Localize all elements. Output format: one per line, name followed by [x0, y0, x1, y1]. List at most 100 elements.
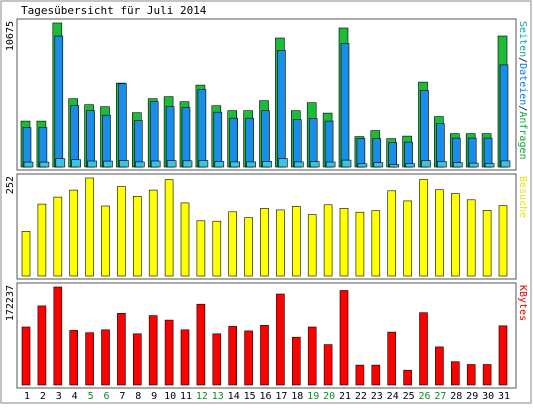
bar-seiten-day-10 [166, 160, 177, 168]
bar-besuche-day-30 [482, 210, 492, 277]
bar-besuche-day-21 [339, 208, 349, 277]
x-tick-label: 30 [482, 391, 494, 402]
bar-kbytes-day-22 [355, 364, 365, 386]
bar-besuche-day-1 [21, 231, 31, 277]
bar-besuche-day-14 [228, 211, 237, 277]
x-tick-label: 15 [244, 391, 256, 402]
bar-seiten-day-1 [23, 161, 34, 168]
bar-seiten-day-17 [278, 158, 288, 168]
bar-besuche-day-5 [85, 177, 94, 277]
bar-dateien-day-21 [340, 43, 350, 168]
y-max-label: 10675 [5, 21, 16, 51]
panel-legend: Besuche [517, 176, 528, 218]
x-tick-label: 23 [371, 391, 383, 402]
bar-besuche-day-19 [307, 214, 317, 277]
bar-dateien-day-8 [134, 120, 143, 168]
bar-seiten-day-6 [103, 160, 113, 168]
x-tick-label: 19 [307, 391, 319, 402]
x-tick-label: 21 [339, 391, 351, 402]
x-tick-label: 18 [291, 391, 303, 402]
panel-legend: Seiten/Dateien/Anfragen [517, 21, 528, 160]
bar-kbytes-day-27 [435, 346, 444, 386]
bar-besuche-day-13 [212, 220, 222, 277]
bar-kbytes-day-6 [101, 329, 110, 386]
bar-besuche-day-4 [69, 189, 78, 277]
x-tick-label: 25 [403, 391, 415, 402]
bar-seiten-day-11 [182, 160, 193, 168]
bar-kbytes-day-4 [69, 330, 78, 386]
bar-kbytes-day-1 [21, 326, 31, 386]
bar-kbytes-day-28 [450, 361, 460, 386]
bar-dateien-day-13 [213, 111, 223, 168]
bar-seiten-day-3 [55, 158, 66, 168]
bar-seiten-day-13 [214, 161, 225, 168]
bar-besuche-day-28 [450, 193, 460, 277]
bar-dateien-day-18 [292, 119, 302, 168]
bar-dateien-day-4 [70, 105, 79, 168]
bar-seiten-day-24 [389, 164, 400, 168]
panels-group: 10675 Seiten/Dateien/Anfragen 252 Besuche 17… [5, 18, 528, 389]
x-tick-label: 4 [72, 391, 78, 402]
panel-legend: KBytes [517, 285, 528, 321]
x-tick-label: 16 [259, 391, 271, 402]
panel-1: 10675 Seiten/Dateien/Anfragen [5, 18, 528, 171]
bar-seiten-day-12 [198, 160, 209, 168]
bar-seiten-day-22 [357, 163, 368, 168]
bar-dateien-day-30 [483, 137, 493, 168]
bar-besuche-day-23 [371, 210, 381, 277]
bar-dateien-day-12 [197, 89, 207, 168]
bar-dateien-day-7 [118, 83, 127, 168]
panel-3: 172237 KBytes [5, 282, 528, 389]
bar-besuche-day-29 [466, 199, 476, 277]
x-axis-labels: 1 2 3 4 5 6 7 8 9 10 11 12 13 14 15 16 17 18 19 20 21 22 23 24 2… [24, 391, 510, 402]
bar-seiten-day-14 [230, 161, 240, 168]
bar-besuche-day-24 [387, 190, 397, 277]
bar-dateien-day-14 [229, 117, 238, 168]
x-tick-label: 26 [418, 391, 430, 402]
legend-part: / [517, 105, 528, 111]
x-tick-label: 27 [434, 391, 446, 402]
bar-dateien-day-25 [404, 141, 413, 168]
bar-dateien-day-9 [149, 101, 159, 168]
bar-kbytes-day-25 [403, 369, 412, 386]
bar-seiten-day-9 [150, 160, 161, 168]
bar-kbytes-day-24 [387, 331, 397, 386]
bar-seiten-day-27 [437, 161, 447, 168]
bar-kbytes-day-10 [164, 319, 174, 386]
bar-dateien-day-26 [420, 90, 429, 168]
bar-dateien-day-19 [308, 118, 318, 168]
bar-kbytes-day-29 [466, 364, 476, 386]
y-max-label: 252 [5, 176, 16, 194]
bar-besuche-day-11 [180, 202, 190, 277]
x-tick-label: 22 [355, 391, 367, 402]
bar-dateien-day-6 [102, 114, 111, 168]
bar-besuche-day-31 [498, 205, 508, 277]
bar-dateien-day-1 [22, 127, 32, 168]
x-tick-label: 28 [450, 391, 462, 402]
x-tick-label: 17 [275, 391, 287, 402]
bar-kbytes-day-9 [148, 315, 158, 386]
bar-besuche-day-18 [291, 206, 301, 277]
bar-seiten-day-25 [405, 163, 415, 168]
bar-seiten-day-8 [135, 161, 145, 168]
x-tick-label: 31 [498, 391, 510, 402]
bar-kbytes-day-14 [228, 326, 237, 386]
bar-seiten-day-31 [500, 160, 511, 168]
bar-dateien-day-16 [261, 110, 270, 168]
bar-kbytes-day-19 [307, 326, 317, 386]
bar-kbytes-day-3 [53, 286, 63, 386]
x-tick-label: 11 [180, 391, 192, 402]
bar-seiten-day-28 [452, 162, 463, 168]
bar-kbytes-day-18 [291, 336, 301, 386]
bar-kbytes-day-7 [117, 312, 126, 386]
bar-besuche-day-3 [53, 196, 63, 277]
bar-seiten-day-26 [421, 160, 431, 168]
bar-besuche-day-6 [101, 205, 110, 277]
bar-dateien-day-24 [388, 142, 398, 168]
x-tick-label: 29 [466, 391, 478, 402]
bar-besuche-day-22 [355, 211, 365, 277]
bar-kbytes-day-30 [482, 364, 492, 386]
bar-dateien-day-20 [324, 120, 334, 168]
bar-besuche-day-20 [323, 204, 333, 277]
